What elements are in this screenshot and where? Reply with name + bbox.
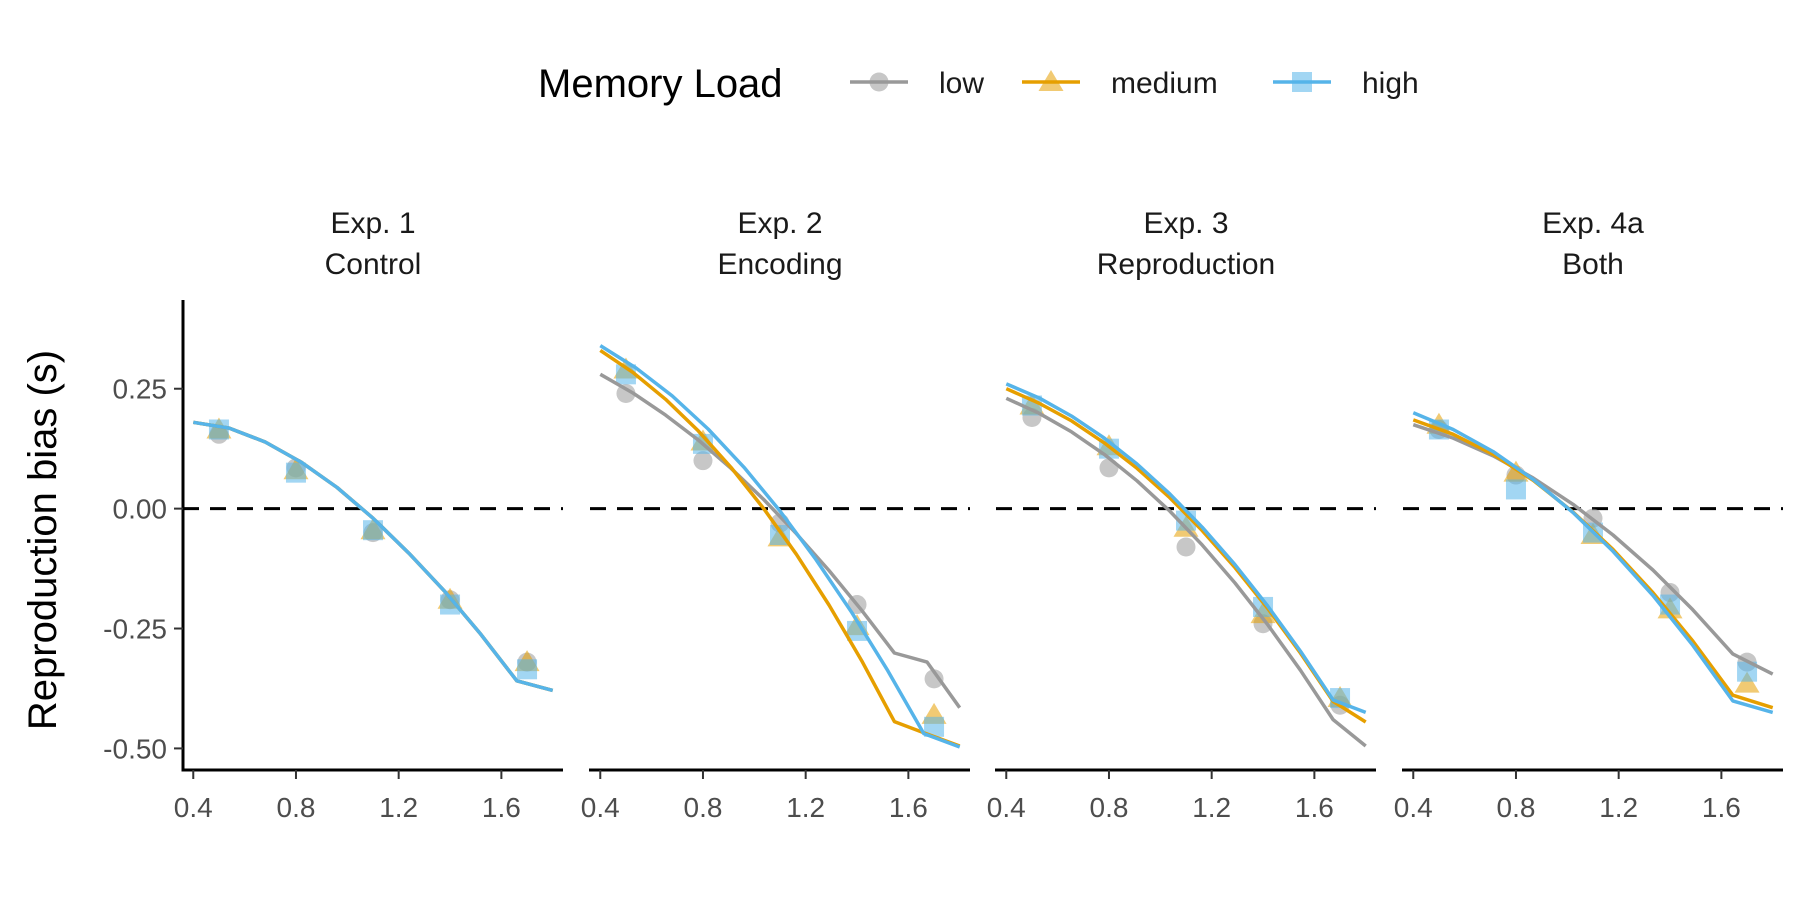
legend-entry-medium: medium xyxy=(1022,67,1218,100)
point-high xyxy=(285,462,306,483)
facet-1: Exp. 1 Control 0.4 0.8 1.2 1.6 0.25 0.00 -0.25 -0… xyxy=(103,207,563,823)
x-tick-label: 1.2 xyxy=(1192,792,1231,823)
point-low xyxy=(616,384,636,404)
y-tick-label: 0.00 xyxy=(113,494,168,525)
x-tick-label: 1.2 xyxy=(379,792,418,823)
y-axis-title: Reproduction bias (s) xyxy=(21,350,65,730)
point-high xyxy=(1505,479,1526,500)
facet-title-line2: Encoding xyxy=(717,248,842,281)
y-tick-label: -0.25 xyxy=(103,614,167,645)
y-tick-label: 0.25 xyxy=(113,374,168,405)
x-tick-label: 0.4 xyxy=(174,792,213,823)
facet-2: Exp. 2 Encoding 0.4 0.8 1.2 1.6 xyxy=(581,207,970,823)
point-low xyxy=(924,669,944,689)
point-medium xyxy=(1734,671,1760,693)
fit-line-medium xyxy=(1412,418,1774,710)
point-low xyxy=(1176,537,1196,557)
fit-line-high xyxy=(1412,411,1774,715)
facet-4: Exp. 4a Both 0.4 0.8 1.2 1.6 xyxy=(1394,207,1783,823)
legend: Memory Load low medium high xyxy=(538,62,1419,106)
x-tick-label: 0.8 xyxy=(684,792,723,823)
legend-label-high: high xyxy=(1362,67,1419,100)
fit-line-low xyxy=(193,420,554,693)
legend-title: Memory Load xyxy=(538,62,783,106)
legend-key-marker-high xyxy=(1292,72,1312,92)
x-tick-label: 0.8 xyxy=(1497,792,1536,823)
point-high xyxy=(208,419,229,440)
fit-line-high xyxy=(193,420,554,693)
facet-title-line1: Exp. 2 xyxy=(737,207,822,240)
facet-title-line1: Exp. 3 xyxy=(1143,207,1228,240)
facet-3: Exp. 3 Reproduction 0.4 0.8 1.2 1.6 xyxy=(987,207,1376,823)
x-tick-label: 1.6 xyxy=(482,792,521,823)
point-high xyxy=(440,594,461,615)
fit-line-low xyxy=(599,372,962,709)
facet-title-line2: Both xyxy=(1562,248,1624,281)
point-high xyxy=(517,659,538,680)
x-tick-label: 0.8 xyxy=(1090,792,1129,823)
legend-key-marker-medium xyxy=(1038,70,1064,91)
legend-key-marker-low xyxy=(869,72,889,92)
point-high xyxy=(1737,661,1758,682)
fit-line-low xyxy=(1005,396,1367,748)
x-tick-label: 1.6 xyxy=(1295,792,1334,823)
fit-line-medium xyxy=(599,348,961,748)
facet-title-line2: Control xyxy=(325,248,422,281)
x-tick-label: 0.8 xyxy=(277,792,316,823)
point-low xyxy=(693,451,713,471)
point-low xyxy=(1099,458,1119,478)
point-high xyxy=(924,716,945,737)
x-tick-label: 1.2 xyxy=(786,792,825,823)
y-tick-label: -0.50 xyxy=(103,733,167,764)
x-tick-label: 0.4 xyxy=(1394,792,1433,823)
x-tick-label: 0.4 xyxy=(581,792,620,823)
facet-title-line1: Exp. 4a xyxy=(1542,207,1644,240)
fit-line-high xyxy=(599,344,961,749)
fit-line-medium xyxy=(193,420,554,693)
facet-title-line2: Reproduction xyxy=(1097,248,1275,281)
legend-label-low: low xyxy=(939,67,984,100)
legend-entry-high: high xyxy=(1273,67,1419,100)
fit-line-low xyxy=(1412,423,1774,676)
fit-line-high xyxy=(1005,382,1367,715)
x-tick-label: 1.6 xyxy=(889,792,928,823)
legend-entry-low: low xyxy=(850,67,984,100)
x-tick-label: 1.2 xyxy=(1599,792,1638,823)
legend-label-medium: medium xyxy=(1111,67,1218,100)
x-tick-label: 0.4 xyxy=(987,792,1026,823)
facet-title-line1: Exp. 1 xyxy=(330,207,415,240)
x-tick-label: 1.6 xyxy=(1702,792,1741,823)
